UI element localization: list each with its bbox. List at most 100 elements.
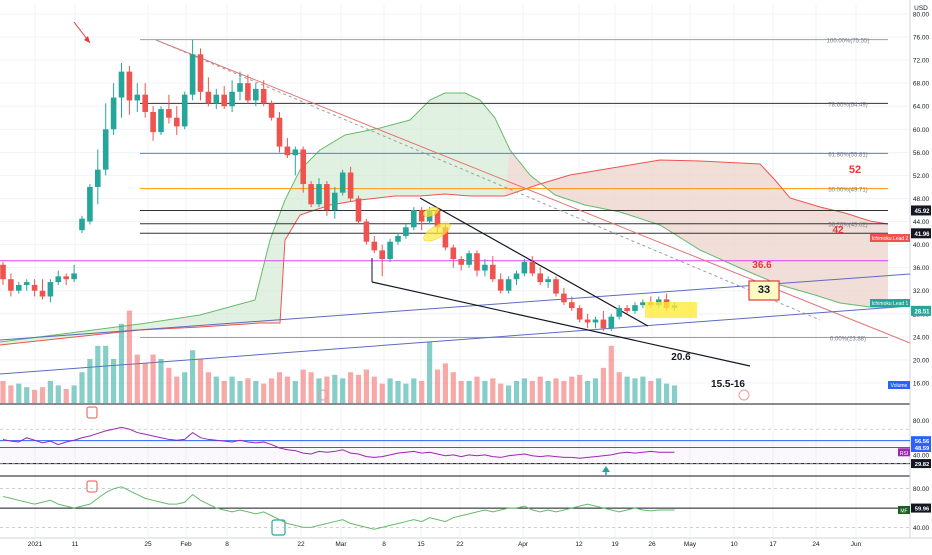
candle-body <box>418 210 425 222</box>
price-tag <box>911 205 931 216</box>
highlight-ellipse <box>423 207 439 217</box>
volume-bar <box>577 374 583 403</box>
y-tick-label: 20.00 <box>913 357 930 364</box>
candle-body <box>221 94 227 107</box>
candle-body <box>284 146 291 156</box>
volume-bar <box>71 385 77 403</box>
volume-bar <box>616 372 622 403</box>
rsi-level-tag <box>911 459 931 469</box>
ichimoku-lead-1-line <box>0 92 888 343</box>
y-tick-label: 48.00 <box>913 196 930 203</box>
candle-body <box>308 184 314 205</box>
volume-bar <box>134 354 140 403</box>
candle-body <box>442 227 449 248</box>
volume-bar <box>47 381 53 403</box>
volume-bar <box>355 374 362 403</box>
y-tick-label: 60.00 <box>913 127 930 134</box>
candle-body <box>0 264 6 280</box>
volume-bar <box>63 388 69 403</box>
candle-body <box>624 308 630 311</box>
rsi-band <box>0 440 910 464</box>
volume-bar <box>506 385 512 403</box>
volume-bar <box>498 383 504 403</box>
x-tick-label: 8 <box>382 541 386 548</box>
rsi-peak-marker <box>86 406 98 419</box>
event-marker <box>317 389 329 401</box>
candle-body <box>450 247 457 260</box>
level-label: 61.80%(55.81) <box>828 152 867 158</box>
volume-bar <box>213 376 219 403</box>
level-label: 100.00%(75.55) <box>827 39 870 45</box>
volume-bar <box>55 385 61 403</box>
x-tick-label: 12 <box>575 541 583 548</box>
volume-bar <box>490 378 496 403</box>
rsi-level-tag <box>911 442 931 452</box>
volume-bar <box>387 378 393 403</box>
volume-bars <box>0 310 678 403</box>
volume-bar <box>585 381 591 403</box>
candle-body <box>237 83 243 92</box>
volume-bar <box>8 385 14 403</box>
volume-bar <box>292 381 298 403</box>
volume-bar <box>561 381 567 403</box>
candle-body <box>576 308 583 320</box>
candle-body <box>616 308 622 317</box>
level-label: 50.00%(49.71) <box>828 188 867 194</box>
candle-body <box>118 71 125 98</box>
volume-bar <box>308 372 314 403</box>
candle-body <box>379 250 385 260</box>
volume-bar <box>569 376 575 403</box>
candle-body <box>205 91 212 104</box>
volume-bar <box>395 381 401 403</box>
candle-body <box>213 94 220 104</box>
volume-bar <box>261 383 267 403</box>
y-tick-label: 24.00 <box>913 334 930 341</box>
rsi-tick-label: 80.00 <box>913 418 930 425</box>
volume-bar <box>340 378 346 403</box>
series-legend-tag <box>888 381 910 389</box>
volume-bar <box>0 381 6 403</box>
candle-body <box>363 221 370 242</box>
candle-body <box>490 264 496 280</box>
horizontal-levels: 100.00%(75.55) 78.60%(64.49) 61.80%(55.81)… <box>0 39 888 343</box>
x-tick-label: 26 <box>648 541 656 548</box>
volume-bar <box>158 359 164 403</box>
dashed-trendline <box>155 39 821 321</box>
volume-bar <box>126 310 132 403</box>
rsi-level-tag-label: 56.56 <box>915 439 930 445</box>
candle-body <box>181 94 188 127</box>
candle-body <box>142 94 148 112</box>
mfi-line <box>2 486 675 530</box>
price-annotations: 52 42 36.6 33 20.6 15.5-16 <box>671 164 861 390</box>
red-arrow-head <box>84 36 90 43</box>
rsi-tag <box>898 448 910 457</box>
mfi-tick-label: 80.00 <box>913 486 930 493</box>
x-tick-label: 22 <box>297 541 305 548</box>
volume-bar <box>600 367 606 403</box>
candle-body <box>276 117 283 147</box>
x-tick-label: 22 <box>456 541 464 548</box>
candle-body <box>71 273 77 280</box>
green-up-arrow <box>602 466 610 472</box>
candle-body <box>529 261 536 274</box>
candle-body <box>260 88 267 104</box>
volume-bar <box>348 372 354 403</box>
volume-bar <box>442 363 448 403</box>
volume-bar <box>466 381 472 403</box>
price-annotation: 52 <box>849 164 861 176</box>
currency-label: USD <box>914 5 928 12</box>
candle-body <box>332 192 338 210</box>
candle-body <box>300 149 306 185</box>
candle-body <box>482 264 488 271</box>
candle-body <box>640 302 646 306</box>
volume-bar <box>190 350 196 403</box>
candle-body <box>316 184 322 205</box>
volume-bar <box>656 378 662 403</box>
y-tick-label: 68.00 <box>913 81 930 88</box>
x-tick-label: 15 <box>417 541 425 548</box>
axes: USD16.0020.0024.0028.0032.0036.0040.0044… <box>28 5 931 548</box>
candle-body <box>497 279 504 291</box>
series-legend-tag <box>870 299 910 307</box>
